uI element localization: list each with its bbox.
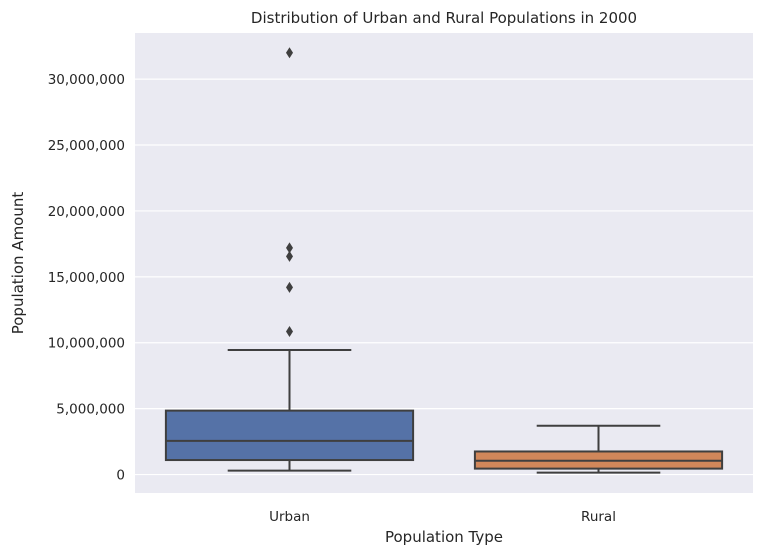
y-tick-label: 15,000,000: [48, 270, 125, 286]
box-urban: [164, 47, 415, 472]
y-tick-label: 30,000,000: [48, 72, 125, 88]
outlier-point: [286, 326, 293, 338]
y-tick-label: 0: [116, 468, 125, 484]
outlier-point: [286, 47, 293, 59]
x-tick-label: Urban: [269, 509, 310, 525]
y-tick-label: 20,000,000: [48, 204, 125, 220]
y-tick-label: 25,000,000: [48, 138, 125, 154]
gridlines: [135, 78, 753, 476]
outlier-point: [286, 242, 293, 254]
y-tick-label: 5,000,000: [56, 402, 125, 418]
outlier-point: [286, 250, 293, 262]
x-tick-label: Rural: [581, 509, 616, 525]
outlier-point: [286, 281, 293, 293]
y-tick-labels: 0 5,000,000 10,000,000 15,000,000 20,000,000…: [48, 72, 125, 483]
y-axis-label: Population Amount: [9, 192, 27, 335]
chart-title: Distribution of Urban and Rural Populati…: [251, 9, 637, 27]
boxes: [164, 47, 724, 474]
box-rural: [473, 424, 724, 474]
box-iqr: [164, 409, 415, 462]
x-tick-labels: Urban Rural: [269, 509, 616, 525]
y-tick-label: 10,000,000: [48, 336, 125, 352]
x-axis-label: Population Type: [385, 528, 503, 546]
